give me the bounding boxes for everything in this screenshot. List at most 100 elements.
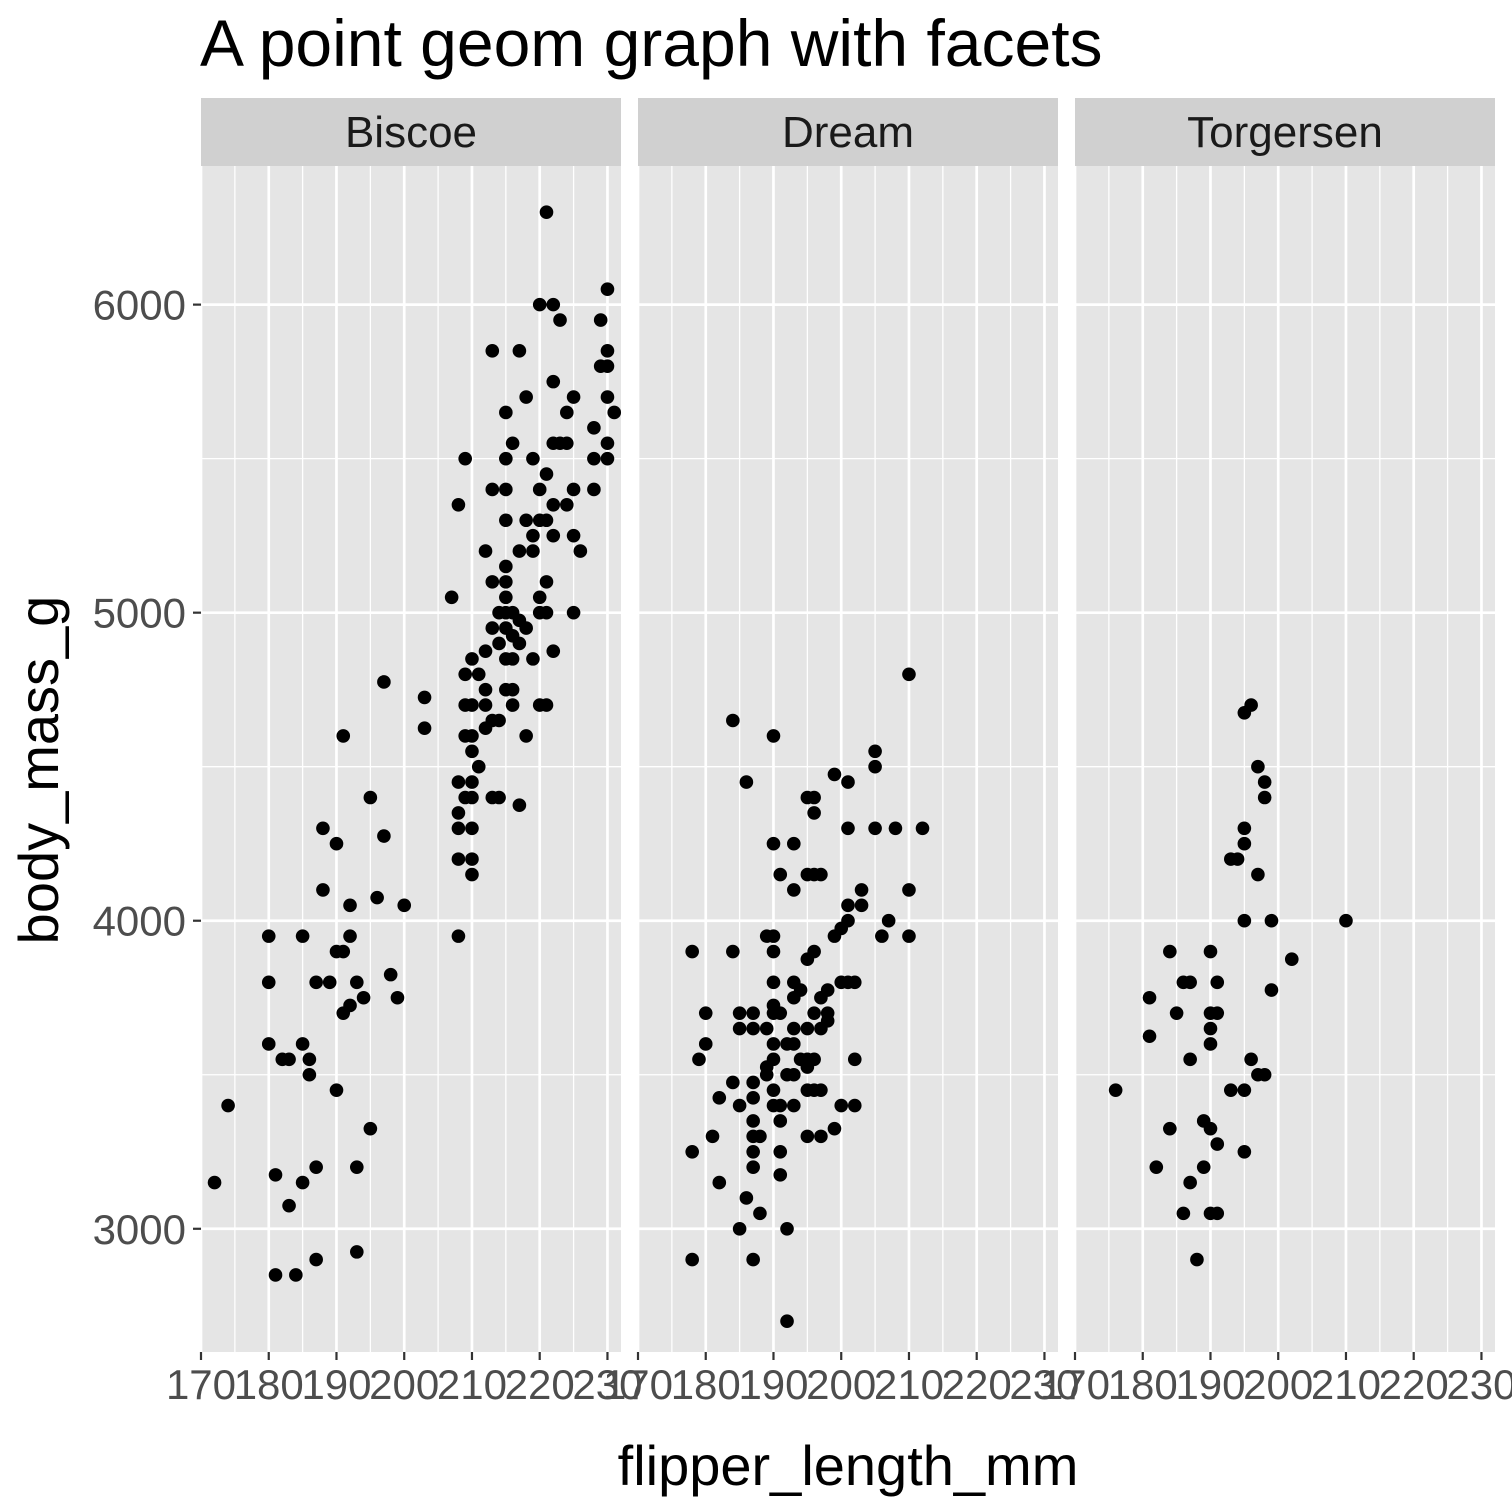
data-point bbox=[207, 1175, 222, 1190]
data-point bbox=[705, 1129, 720, 1144]
x-tick-label: 220 bbox=[505, 1361, 575, 1408]
data-point bbox=[807, 1052, 821, 1067]
data-point bbox=[841, 898, 855, 913]
data-point bbox=[780, 1314, 794, 1328]
data-point bbox=[685, 1252, 699, 1267]
data-point bbox=[868, 821, 882, 836]
data-point bbox=[732, 1006, 747, 1020]
data-point bbox=[685, 944, 699, 959]
data-point bbox=[1203, 1037, 1218, 1051]
x-tick-label: 220 bbox=[1379, 1361, 1449, 1408]
data-point bbox=[336, 944, 351, 959]
data-point bbox=[1142, 1029, 1157, 1044]
data-point bbox=[499, 575, 513, 589]
data-point bbox=[444, 590, 459, 605]
data-point bbox=[820, 983, 835, 997]
y-tick-label: 4000 bbox=[93, 898, 186, 945]
data-point bbox=[1284, 952, 1299, 967]
data-point bbox=[847, 1052, 862, 1067]
data-point bbox=[739, 1191, 754, 1205]
data-point bbox=[519, 390, 533, 404]
data-point bbox=[492, 636, 506, 651]
data-point bbox=[397, 898, 412, 913]
y-tick-label: 6000 bbox=[93, 282, 186, 329]
data-point bbox=[546, 498, 561, 512]
facet-biscoe: Biscoe bbox=[199, 98, 622, 1352]
data-point bbox=[566, 390, 581, 404]
data-point bbox=[1230, 852, 1245, 866]
data-point bbox=[499, 590, 513, 605]
data-point bbox=[451, 806, 466, 820]
data-point bbox=[471, 667, 486, 682]
data-point bbox=[1108, 1083, 1123, 1097]
data-point bbox=[363, 1121, 378, 1136]
y-tick-label: 5000 bbox=[93, 590, 186, 637]
data-point bbox=[1251, 867, 1265, 882]
data-point bbox=[532, 482, 547, 497]
x-tick-label: 200 bbox=[1243, 1361, 1313, 1408]
data-point bbox=[868, 759, 882, 774]
data-point bbox=[600, 282, 615, 297]
data-point bbox=[485, 621, 500, 635]
data-point bbox=[1237, 1144, 1252, 1159]
data-point bbox=[600, 390, 615, 404]
facet-strip bbox=[1075, 98, 1495, 166]
data-point bbox=[295, 1037, 310, 1051]
data-point bbox=[492, 713, 506, 728]
data-point bbox=[746, 1075, 760, 1090]
x-tick-label: 180 bbox=[1108, 1361, 1178, 1408]
data-point bbox=[1183, 1052, 1197, 1067]
data-point bbox=[1237, 836, 1252, 851]
data-point bbox=[417, 721, 432, 735]
facet-strip-label: Biscoe bbox=[345, 108, 477, 157]
x-tick-label: 200 bbox=[806, 1361, 876, 1408]
data-point bbox=[766, 1083, 781, 1097]
data-point bbox=[841, 775, 855, 789]
data-point bbox=[814, 1083, 828, 1097]
data-point bbox=[600, 344, 615, 358]
data-point bbox=[1203, 1021, 1218, 1036]
data-point bbox=[793, 983, 808, 997]
data-point bbox=[505, 652, 520, 666]
x-tick-label: 200 bbox=[369, 1361, 439, 1408]
data-point bbox=[451, 498, 466, 512]
data-point bbox=[807, 806, 821, 820]
data-point bbox=[746, 1144, 760, 1159]
data-point bbox=[787, 883, 801, 897]
data-point bbox=[383, 967, 398, 982]
data-point bbox=[465, 729, 479, 743]
data-point bbox=[302, 1067, 317, 1082]
data-point bbox=[600, 436, 615, 451]
x-tick-label: 170 bbox=[1040, 1361, 1110, 1408]
data-point bbox=[1149, 1160, 1164, 1174]
data-point bbox=[902, 667, 916, 682]
data-point bbox=[546, 528, 561, 543]
data-point bbox=[1339, 913, 1353, 928]
facet-dream: Dream bbox=[636, 98, 1058, 1352]
x-tick-label: 230 bbox=[572, 1361, 642, 1408]
data-point bbox=[807, 944, 821, 959]
data-point bbox=[526, 652, 540, 666]
data-point bbox=[800, 1021, 815, 1036]
chart-title: A point geom graph with facets bbox=[200, 6, 1103, 80]
data-point bbox=[539, 698, 554, 712]
data-point bbox=[539, 467, 554, 481]
facet-strip-label: Torgersen bbox=[1187, 108, 1383, 157]
data-point bbox=[499, 482, 513, 497]
data-point bbox=[902, 883, 916, 897]
data-point bbox=[732, 1221, 747, 1236]
data-point bbox=[834, 1098, 849, 1113]
x-tick-label: 210 bbox=[437, 1361, 507, 1408]
data-point bbox=[289, 1268, 303, 1282]
data-point bbox=[560, 405, 574, 420]
data-point bbox=[1176, 1206, 1191, 1221]
data-point bbox=[1190, 1252, 1204, 1267]
data-point bbox=[841, 913, 855, 928]
data-point bbox=[1163, 1121, 1177, 1136]
data-point bbox=[773, 1144, 788, 1159]
data-point bbox=[465, 852, 479, 866]
data-point bbox=[732, 1021, 747, 1036]
data-point bbox=[698, 1037, 713, 1051]
x-tick-label: 190 bbox=[1175, 1361, 1245, 1408]
